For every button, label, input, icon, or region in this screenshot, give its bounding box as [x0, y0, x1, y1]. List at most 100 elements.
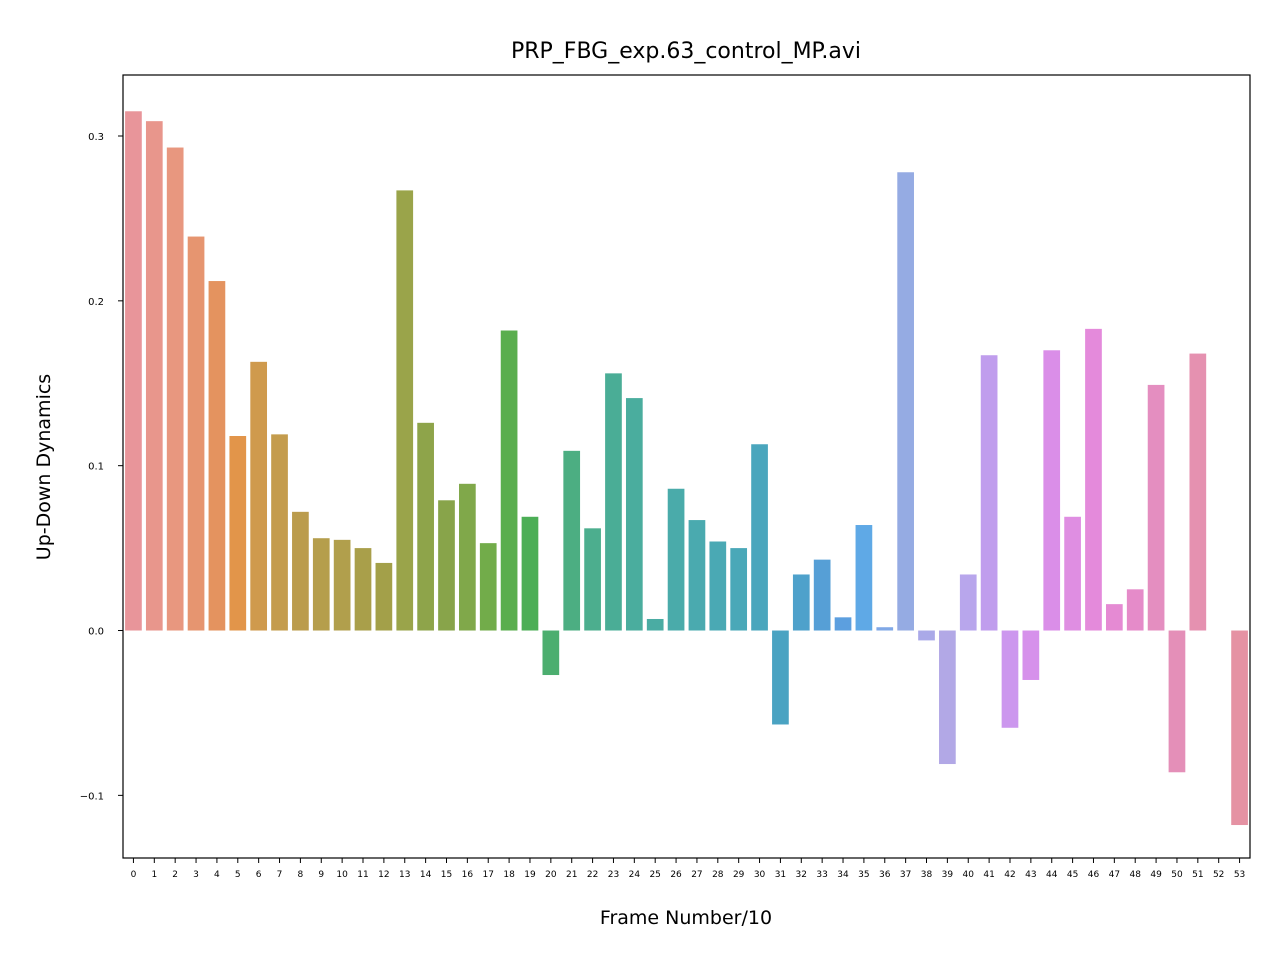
bar-22 [584, 528, 601, 631]
x-tick-label: 28 [712, 870, 724, 880]
y-tick-label: 0.1 [88, 462, 104, 473]
bar-11 [354, 548, 372, 631]
x-tick-label: 52 [1213, 870, 1224, 880]
bar-37 [897, 172, 914, 631]
bar-5 [229, 436, 247, 631]
bar-13 [396, 190, 414, 631]
bar-8 [292, 511, 309, 631]
x-axis: 0 1 2 3 4 5 6 7 8 9 10 11 12 13 14 15 16 17 18 19 20 21 22 23 24… [131, 858, 1245, 880]
bar-3 [187, 236, 205, 631]
bar-39 [939, 630, 956, 765]
x-tick-label: 4 [214, 870, 220, 880]
x-tick-label: 46 [1088, 870, 1100, 880]
x-tick-label: 37 [900, 870, 911, 880]
bar-25 [646, 618, 664, 631]
bar-21 [563, 450, 581, 631]
x-tick-label: 23 [608, 870, 619, 880]
bar-35 [855, 525, 873, 631]
bar-18 [500, 330, 518, 631]
bar-7 [271, 434, 288, 631]
bar-32 [792, 574, 810, 631]
bar-20 [542, 630, 560, 676]
x-tick-label: 8 [298, 870, 304, 880]
y-axis: −0.1 0.0 0.1 0.2 0.3 [80, 132, 123, 802]
bar-17 [479, 543, 497, 631]
x-tick-label: 18 [503, 870, 515, 880]
bar-27 [688, 520, 706, 631]
x-tick-label: 43 [1025, 870, 1036, 880]
x-tick-label: 20 [545, 870, 557, 880]
bar-38 [918, 630, 935, 641]
bar-50 [1168, 630, 1186, 773]
bar-26 [667, 488, 685, 631]
x-tick-label: 32 [796, 870, 807, 880]
bar-4 [208, 281, 226, 631]
bar-33 [813, 559, 831, 631]
x-tick-label: 40 [963, 870, 975, 880]
x-tick-label: 21 [566, 870, 577, 880]
x-tick-label: 29 [733, 870, 745, 880]
chart-title: PRP_FBG_exp.63_control_MP.avi [511, 39, 861, 64]
x-tick-label: 42 [1004, 870, 1015, 880]
bar-49 [1147, 384, 1165, 631]
x-tick-label: 2 [172, 870, 178, 880]
bar-46 [1085, 328, 1102, 631]
bar-0 [125, 111, 142, 631]
x-tick-label: 25 [649, 870, 660, 880]
bar-12 [375, 562, 393, 631]
x-tick-label: 50 [1171, 870, 1183, 880]
bar-19 [521, 516, 539, 631]
x-tick-label: 14 [420, 870, 432, 880]
x-tick-label: 1 [151, 870, 157, 880]
x-tick-label: 22 [587, 870, 598, 880]
x-tick-label: 41 [983, 870, 994, 880]
x-tick-label: 51 [1192, 870, 1203, 880]
x-tick-label: 3 [193, 870, 199, 880]
x-tick-label: 33 [816, 870, 827, 880]
x-tick-label: 6 [256, 870, 262, 880]
x-tick-label: 45 [1067, 870, 1078, 880]
x-tick-label: 10 [336, 870, 348, 880]
bar-9 [312, 538, 330, 631]
y-tick-label: 0.2 [88, 297, 104, 308]
x-tick-label: 11 [357, 870, 368, 880]
x-tick-label: 27 [691, 870, 702, 880]
plot-frame [122, 74, 1251, 859]
x-tick-label: 39 [942, 870, 954, 880]
y-tick-label: 0.3 [88, 132, 104, 143]
bar-28 [709, 541, 727, 631]
bar-10 [333, 539, 351, 631]
x-tick-label: 30 [754, 870, 766, 880]
y-tick-label: 0.0 [88, 627, 104, 638]
bar-53 [1231, 630, 1248, 826]
bar-24 [625, 398, 643, 631]
x-tick-label: 0 [131, 870, 137, 880]
x-tick-label: 35 [858, 870, 869, 880]
x-tick-label: 15 [441, 870, 452, 880]
y-axis-label: Up-Down Dynamics [33, 374, 55, 560]
bar-40 [959, 574, 977, 631]
x-tick-label: 13 [399, 870, 410, 880]
x-tick-label: 34 [837, 870, 849, 880]
bar-48 [1126, 589, 1144, 631]
bar-2 [166, 147, 184, 631]
bar-31 [772, 630, 789, 725]
plot-area [125, 111, 1248, 826]
x-tick-label: 48 [1129, 870, 1141, 880]
x-tick-label: 44 [1046, 870, 1058, 880]
x-tick-label: 47 [1109, 870, 1120, 880]
x-tick-label: 26 [670, 870, 682, 880]
bar-30 [751, 444, 768, 631]
x-tick-label: 17 [483, 870, 494, 880]
bar-44 [1043, 350, 1061, 631]
x-tick-label: 53 [1234, 870, 1245, 880]
bar-41 [980, 355, 998, 631]
x-tick-label: 31 [775, 870, 786, 880]
bar-29 [730, 548, 748, 631]
bar-34 [834, 617, 852, 631]
bar-47 [1105, 604, 1123, 631]
x-tick-label: 9 [318, 870, 324, 880]
bar-14 [417, 422, 434, 631]
y-tick-label: −0.1 [80, 791, 104, 802]
